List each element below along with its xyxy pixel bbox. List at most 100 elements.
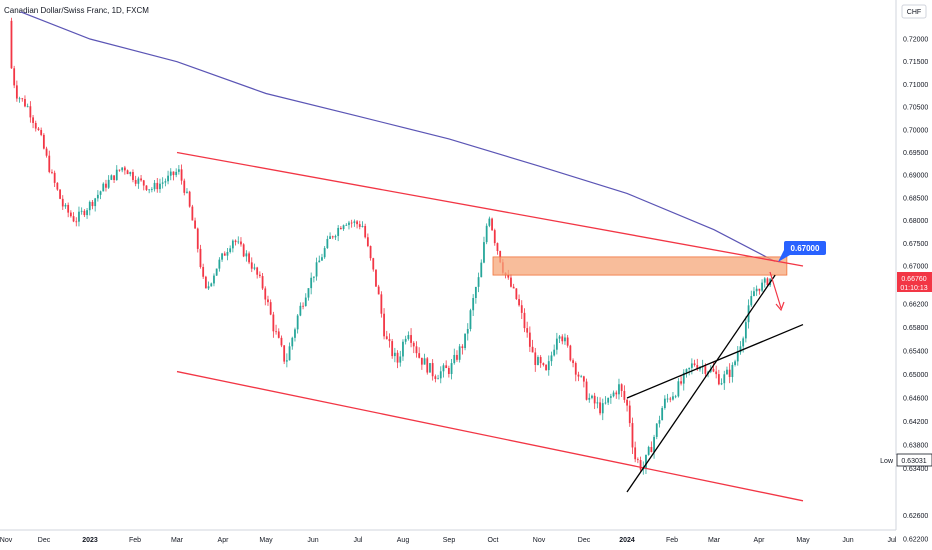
candle-body <box>105 183 107 188</box>
candle-body <box>18 98 21 100</box>
candle-body <box>477 277 480 287</box>
candle-body <box>566 337 569 346</box>
candle-body <box>134 179 137 184</box>
candle-body <box>72 216 75 222</box>
candle-body <box>231 240 234 249</box>
price-tick-label: 0.71500 <box>903 59 928 66</box>
candle-body <box>688 367 691 370</box>
moving-average-line <box>20 11 776 263</box>
candle-body <box>237 241 240 243</box>
candle-body <box>561 336 564 342</box>
candle-body <box>631 423 634 448</box>
price-axis[interactable]: 0.72000 0.71500 0.71000 0.70500 0.70000 0.695… <box>903 37 928 550</box>
candle-body <box>601 403 604 414</box>
candle-body <box>337 227 340 236</box>
candle-body <box>226 251 229 256</box>
candle-body <box>86 210 88 216</box>
candle-body <box>442 365 445 372</box>
candle-body <box>242 244 245 257</box>
candle-body <box>491 218 493 231</box>
candle-body <box>547 361 550 371</box>
candle-body <box>10 20 13 69</box>
candle-body <box>531 346 534 353</box>
candle-body <box>661 408 664 421</box>
candle-body <box>607 397 610 403</box>
candle-body <box>129 172 132 175</box>
candle-body <box>175 171 178 176</box>
candle-body <box>750 296 753 306</box>
candle-body <box>439 371 442 379</box>
price-tick-label: 0.62600 <box>903 513 928 520</box>
moving-average-layer <box>20 11 776 263</box>
candle-body <box>21 98 24 100</box>
candle-body <box>148 189 151 191</box>
candle-body <box>164 181 167 183</box>
candle-body <box>761 282 763 291</box>
candle-body <box>766 278 769 286</box>
candle-body <box>496 243 499 252</box>
candle-body <box>96 194 99 199</box>
candle-body <box>32 117 34 123</box>
currency-badge-box[interactable] <box>901 4 927 19</box>
candle-body <box>396 352 399 363</box>
candle-body <box>412 342 415 347</box>
candle-body <box>218 259 221 269</box>
price-tick-label: 0.69000 <box>903 173 928 180</box>
target-callout[interactable] <box>784 241 826 255</box>
candle-body <box>715 371 718 375</box>
candle-body <box>645 454 647 469</box>
time-tick-label: Mar <box>708 537 721 544</box>
candle-body <box>64 204 67 207</box>
candle-body <box>294 329 296 338</box>
candle-body <box>434 376 437 379</box>
candle-body <box>83 210 86 216</box>
candle-body <box>183 180 186 193</box>
candle-body <box>456 354 458 360</box>
candle-body <box>507 275 510 278</box>
candle-body <box>696 365 699 370</box>
price-tick-label: 0.63400 <box>903 466 928 473</box>
candle-body <box>304 297 307 307</box>
candle-body <box>720 383 723 385</box>
candle-body <box>269 302 272 315</box>
candle-body <box>723 374 726 384</box>
candle-body <box>431 363 434 377</box>
candle-body <box>755 288 758 292</box>
time-tick-label: May <box>796 537 810 544</box>
candle-body <box>410 335 412 343</box>
trendline <box>176 370 804 502</box>
candle-body <box>655 423 658 437</box>
price-tick-label: 0.71000 <box>903 82 928 89</box>
candle-body <box>483 242 485 263</box>
candle-body <box>339 227 342 230</box>
candle-body <box>258 274 261 277</box>
candle-body <box>418 353 421 358</box>
candle-body <box>615 392 618 395</box>
price-tick-label: 0.67000 <box>903 264 928 271</box>
candle-body <box>736 352 739 362</box>
candle-body <box>385 336 388 340</box>
candle-body <box>726 369 728 375</box>
candle-body <box>78 211 80 222</box>
low-price-tag <box>896 453 932 467</box>
candle-body <box>647 446 650 455</box>
candle-body <box>361 226 364 227</box>
candle-body <box>474 286 477 299</box>
candle-body <box>291 337 294 347</box>
candle-body <box>42 134 45 149</box>
low-label: Low <box>880 458 894 465</box>
chart-title: Canadian Dollar/Swiss Franc, 1D, FXCM <box>4 6 149 15</box>
candle-body <box>364 226 367 238</box>
time-axis[interactable]: Nov Dec 2023 Feb Mar Apr May Jun Jul Aug Sep Oct Nov… <box>0 537 897 544</box>
candle-body <box>717 374 720 385</box>
candle-body <box>91 201 94 207</box>
candle-body <box>704 366 707 374</box>
candle-body <box>215 268 218 276</box>
candle-body <box>650 446 653 453</box>
candle-body <box>267 299 269 303</box>
candle-body <box>391 341 394 357</box>
candle-body <box>628 405 631 424</box>
candle-body <box>393 352 396 357</box>
candle-body <box>380 294 383 314</box>
